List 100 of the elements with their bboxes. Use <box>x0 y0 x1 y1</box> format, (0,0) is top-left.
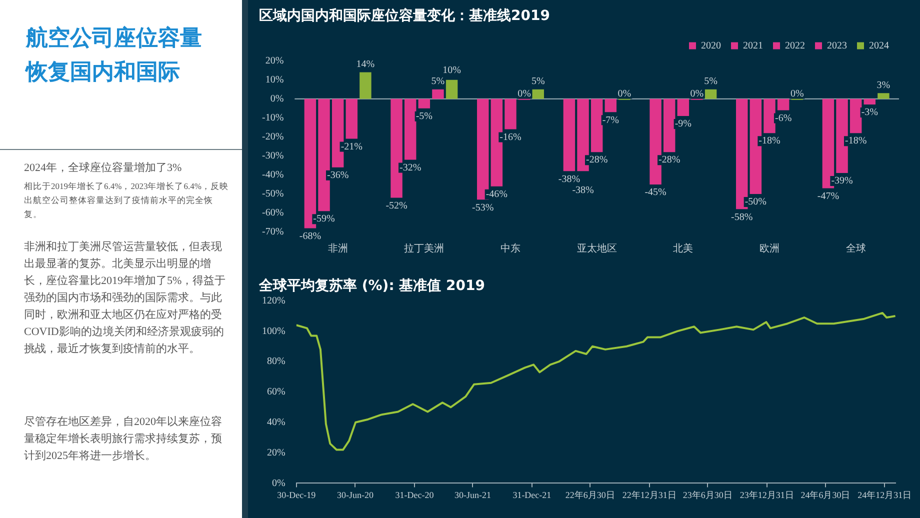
legend-label: 2021 <box>743 40 763 52</box>
x-tick-label: 22年6月30日 <box>565 490 615 500</box>
x-tick-label: 31-Dec-21 <box>512 490 552 500</box>
bar <box>563 98 576 172</box>
x-tick-label: 24年6月30日 <box>800 490 850 500</box>
bar <box>432 89 444 99</box>
bar <box>864 98 876 105</box>
text: 非洲和拉丁美洲尽管运营量较低，但表现出最显著的复苏。北美显示出明显的增长，座位容量比2019年增加了5%，得益于强劲的国内市场和强劲的国际需求。与此同时，欧洲和亚太地区仍在应对严格的受COVID影响的边境关闭和经济景观疲弱的挑战，最近才恢复到疫情前的水平。 <box>24 240 227 357</box>
bar <box>590 98 603 152</box>
data-label: 5% <box>531 76 545 87</box>
data-label: -45% <box>644 187 666 198</box>
data-label: -32% <box>400 162 422 174</box>
bar <box>704 89 717 99</box>
data-label: -38% <box>572 184 594 196</box>
x-tick-label: 30-Jun-21 <box>454 490 491 500</box>
data-label: -28% <box>658 154 680 166</box>
x-tick-label: 拉丁美洲 <box>404 242 444 255</box>
data-label: 0% <box>518 88 531 100</box>
x-tick-label: 23年12月31日 <box>740 490 794 500</box>
data-label: 0% <box>790 88 804 100</box>
x-tick-label: 22年12月31日 <box>622 490 676 500</box>
y-tick-label: -30% <box>262 150 284 162</box>
chart-title: 全球平均复苏率 (%): 基准值 2019 <box>258 277 486 294</box>
data-label: -39% <box>831 176 853 187</box>
text: 尽管存在地区差异，自2020年以来座位容量稳定年增长表明旅行需求持续复苏，预计到2025年将进一步增长。 <box>24 414 223 464</box>
data-label: -28% <box>586 154 608 166</box>
legend-label: 2020 <box>701 40 721 52</box>
data-label: 10% <box>442 64 461 76</box>
x-tick-label: 31-Dec-20 <box>395 490 434 500</box>
bar <box>777 98 790 110</box>
x-tick-label: 欧洲 <box>760 242 780 255</box>
bar <box>677 98 690 116</box>
legend-label: 2023 <box>827 40 847 52</box>
bar <box>604 98 617 112</box>
y-tick-label: -60% <box>262 208 284 219</box>
y-tick-label: -70% <box>262 226 284 238</box>
y-tick-label: 20% <box>266 447 286 458</box>
y-tick-label: -50% <box>262 188 284 200</box>
y-tick-label: 40% <box>266 417 286 428</box>
bar <box>418 98 430 108</box>
x-tick-label: 非洲 <box>328 242 348 255</box>
data-label: 3% <box>876 80 890 91</box>
data-label: -3% <box>861 107 878 118</box>
y-tick-label: -10% <box>262 112 284 124</box>
data-label: -21% <box>340 141 362 152</box>
bar <box>878 93 890 99</box>
data-label: -9% <box>674 118 692 130</box>
data-label: -52% <box>386 200 408 212</box>
y-tick-label: 0% <box>272 478 286 489</box>
bar <box>850 98 862 134</box>
text: 2024年，全球座位容量增加了3% <box>24 160 183 176</box>
data-label: -53% <box>472 202 494 214</box>
data-label: 0% <box>618 88 632 100</box>
y-tick-label: 20% <box>265 55 284 66</box>
data-label: -46% <box>486 188 508 200</box>
y-tick-label: 120% <box>262 295 286 306</box>
chart-title: 区域内国内和国际座位容量变化：基准线2019 <box>259 7 550 24</box>
data-label: -18% <box>844 136 867 147</box>
x-tick-label: 24年12月31日 <box>858 490 912 500</box>
y-tick-label: 60% <box>266 386 286 398</box>
data-label: -59% <box>313 214 335 225</box>
text: 航空公司座位容量恢复国内和国际 <box>26 24 203 87</box>
bar <box>764 98 776 134</box>
x-tick-label: 中东 <box>500 242 520 255</box>
legend-label: 2024 <box>869 40 889 52</box>
data-label: 5% <box>704 76 718 87</box>
x-tick-label: 30-Jun-20 <box>336 490 374 500</box>
data-label: -7% <box>602 114 619 126</box>
text: 相比于2019年增长了6.4%，2023年增长了6.4%，反映出航空公司整体容量达到了疫情前水平的完全恢复。 <box>24 180 230 221</box>
data-label: -5% <box>416 110 432 122</box>
data-label: -50% <box>744 196 767 208</box>
data-label: 14% <box>356 58 375 70</box>
y-tick-label: 0% <box>270 93 284 104</box>
bar <box>663 98 676 152</box>
data-label: 5% <box>431 76 445 87</box>
y-tick-label: 80% <box>266 356 286 368</box>
y-tick-label: 100% <box>262 326 286 337</box>
data-label: -68% <box>299 230 322 242</box>
legend-label: 2022 <box>785 40 805 52</box>
data-label: -18% <box>758 136 780 147</box>
bar <box>532 89 544 99</box>
bar <box>346 98 358 139</box>
bar <box>360 72 372 99</box>
y-tick-label: -20% <box>262 132 284 143</box>
x-tick-label: 亚太地区 <box>576 242 617 255</box>
data-label: -38% <box>558 174 580 185</box>
x-tick-label: 23年6月30日 <box>682 490 732 500</box>
x-tick-label: 30-Dec-19 <box>277 490 316 500</box>
data-label: -58% <box>731 212 753 223</box>
data-label: 0% <box>690 88 704 100</box>
x-tick-label: 全球 <box>846 242 866 255</box>
y-tick-label: -40% <box>262 170 284 181</box>
y-tick-label: 10% <box>265 74 284 86</box>
data-label: -16% <box>500 132 522 143</box>
bar <box>504 98 516 130</box>
bar <box>404 98 416 160</box>
data-label: -36% <box>326 170 349 181</box>
data-label: -6% <box>774 112 792 124</box>
data-label: -47% <box>817 190 840 202</box>
bar <box>446 80 458 99</box>
